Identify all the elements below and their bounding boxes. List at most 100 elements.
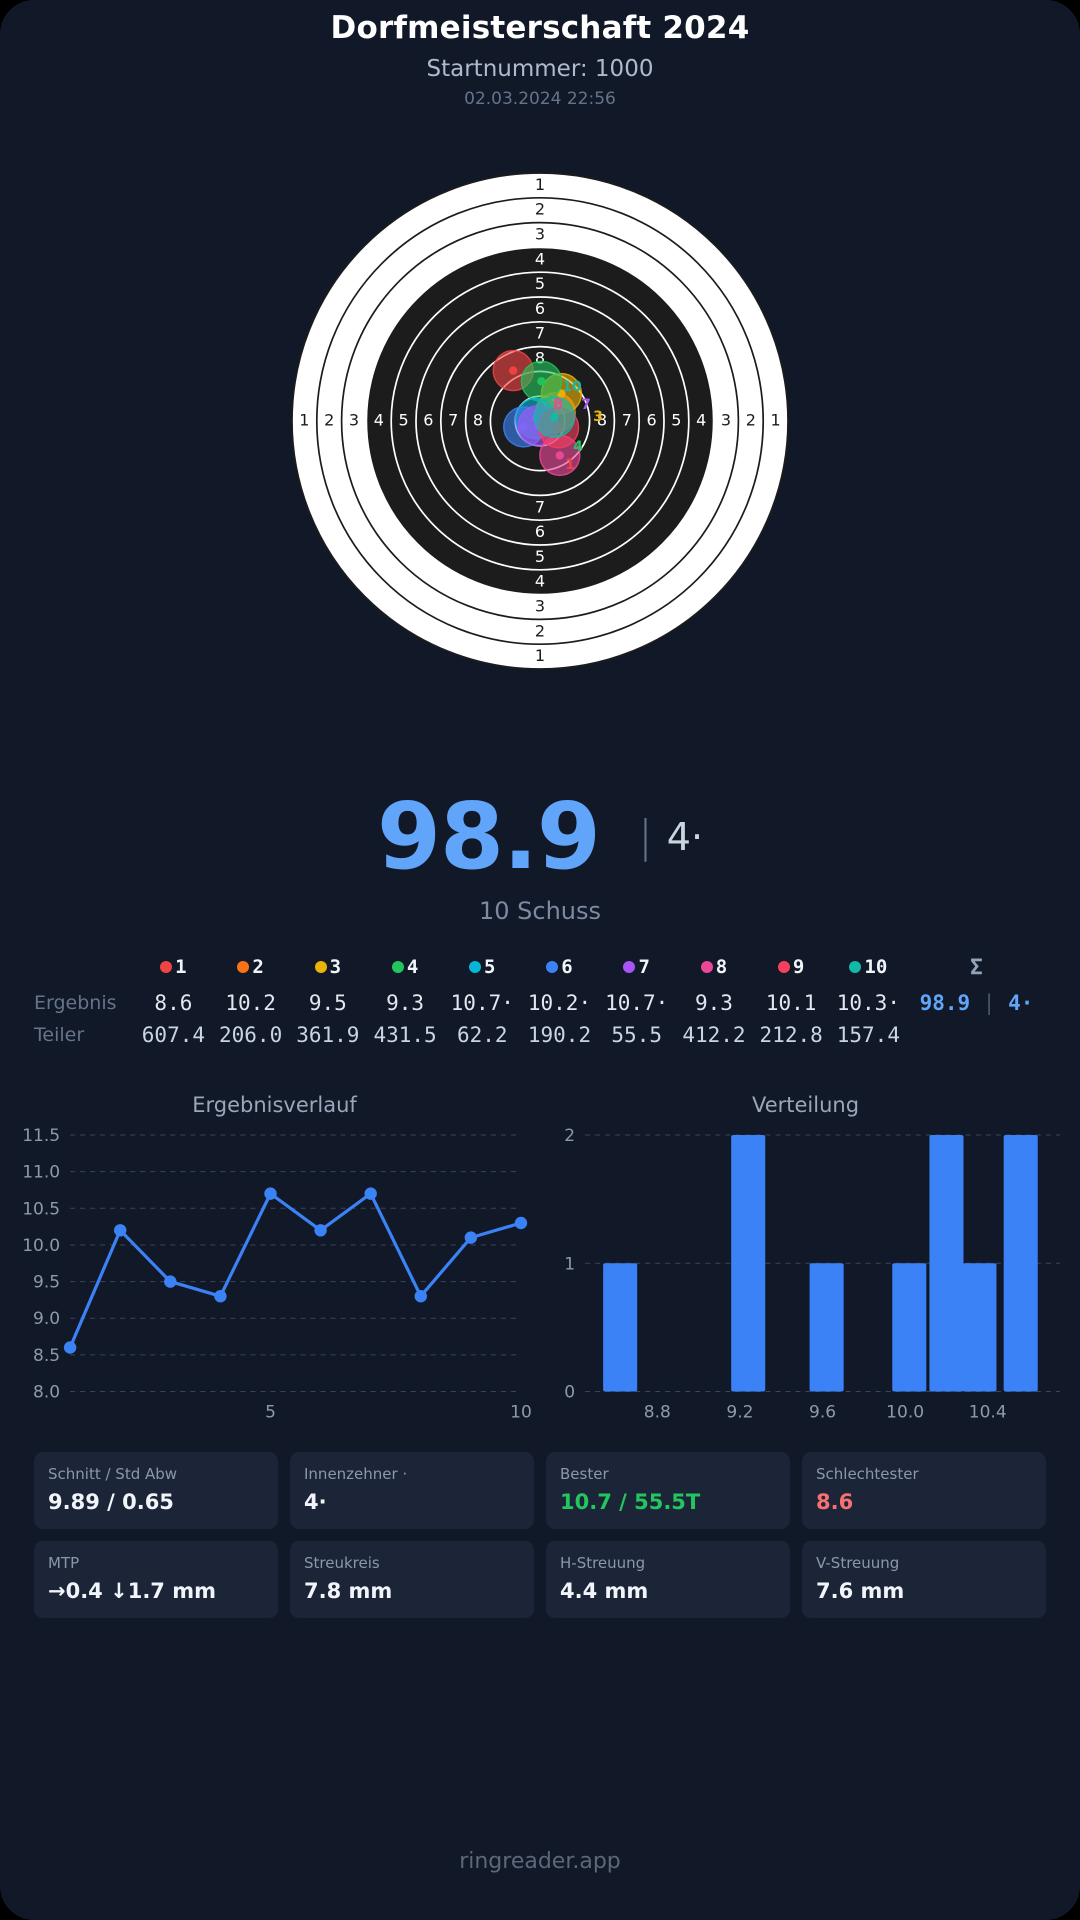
stat-label: V-Streuung xyxy=(816,1553,900,1572)
legend-shot-number: 6 xyxy=(561,956,573,978)
legend-dot-icon xyxy=(777,961,790,973)
svg-text:4: 4 xyxy=(696,411,706,430)
svg-text:4: 4 xyxy=(573,439,583,455)
svg-text:7: 7 xyxy=(622,411,632,430)
teiler-value: 412.2 xyxy=(682,1023,746,1047)
legend-shot-number: 4 xyxy=(406,956,419,978)
ergebnis-value: 9.3 xyxy=(694,991,733,1015)
ergebnis-value: 10.1 xyxy=(765,991,817,1015)
stat-card: Innenzehner · 4· xyxy=(290,1451,534,1529)
svg-text:3: 3 xyxy=(593,409,603,425)
svg-text:5: 5 xyxy=(671,411,681,430)
svg-text:8: 8 xyxy=(535,349,545,368)
shot-count-label: 10 Schuss xyxy=(478,897,602,925)
svg-text:1: 1 xyxy=(565,457,575,473)
chart-ergebnisverlauf: Ergebnisverlauf 8.0 8.5 9.0 9.5 10.0 10.5 11.0… xyxy=(14,1093,535,1426)
target-shot-numbers: 10 8 734 1 xyxy=(553,379,603,473)
shot-legend-7: 7 xyxy=(598,951,675,987)
stat-label: H-Streuung xyxy=(560,1553,646,1572)
svg-text:3: 3 xyxy=(721,411,731,430)
legend-dot-icon xyxy=(314,961,327,973)
stat-card: MTP →0.4 ↓1.7 mm xyxy=(34,1540,278,1618)
legend-shot-number: 8 xyxy=(715,956,728,978)
svg-text:1: 1 xyxy=(564,1254,575,1274)
svg-text:9.6: 9.6 xyxy=(809,1403,836,1423)
page-title: Dorfmeisterschaft 2024 xyxy=(330,10,750,46)
teiler-value: 607.4 xyxy=(141,1023,205,1047)
svg-text:3: 3 xyxy=(535,225,545,244)
teiler-value: 206.0 xyxy=(219,1023,283,1047)
row-label-ergebnis: Ergebnis xyxy=(34,992,117,1014)
svg-text:6: 6 xyxy=(647,411,657,430)
stat-card: Schnitt / Std Abw 9.89 / 0.65 xyxy=(34,1451,278,1529)
legend-dot-icon xyxy=(700,961,713,973)
teiler-value: 157.4 xyxy=(836,1023,900,1047)
stat-label: Streukreis xyxy=(304,1553,380,1572)
svg-text:10: 10 xyxy=(562,379,582,395)
teiler-value: 431.5 xyxy=(373,1023,437,1047)
svg-text:10.0: 10.0 xyxy=(22,1236,60,1256)
legend-shot-number: 7 xyxy=(638,956,650,978)
legend-dot-icon xyxy=(237,961,250,973)
table-row-teiler: Teiler 607.4 206.0 361.9 431.5 62.2 190.2 55.5… xyxy=(34,1019,1046,1051)
legend-dot-icon xyxy=(160,961,173,973)
svg-text:8.8: 8.8 xyxy=(644,1403,671,1423)
svg-text:5: 5 xyxy=(265,1403,276,1423)
chart-verteilung: Verteilung 0 1 2 8.8 9.2 9.6 10.0 10.4 xyxy=(545,1093,1066,1426)
svg-text:9.5: 9.5 xyxy=(33,1273,60,1293)
legend-shot-number: 10 xyxy=(864,956,888,978)
sum-teiler xyxy=(907,1019,1046,1051)
header: Dorfmeisterschaft 2024 Startnummer: 1000… xyxy=(0,0,1080,109)
svg-text:6: 6 xyxy=(423,411,433,430)
stat-card: V-Streuung 7.6 mm xyxy=(802,1540,1046,1618)
svg-text:6: 6 xyxy=(535,522,545,541)
bar-chart-svg: 0 1 2 8.8 9.2 9.6 10.0 10.4 xyxy=(564,1126,1060,1423)
legend-dot-icon xyxy=(849,961,862,973)
score-summary: 98.9 | 4· 10 Schuss xyxy=(0,791,1080,926)
svg-text:7: 7 xyxy=(448,411,458,430)
line-chart-svg: 8.0 8.5 9.0 9.5 10.0 10.5 11.0 11.5 5 10 xyxy=(22,1126,532,1423)
statistics-grid: Schnitt / Std Abw 9.89 / 0.65 Innenzehner … xyxy=(0,1451,1080,1618)
stat-value: 9.89 / 0.65 xyxy=(48,1489,174,1514)
score-separator: | xyxy=(637,811,653,862)
legend-corner xyxy=(34,951,135,987)
ergebnis-value: 10.7· xyxy=(450,991,514,1015)
teiler-value: 55.5 xyxy=(611,1023,662,1047)
svg-text:1: 1 xyxy=(299,411,309,430)
row-label-teiler: Teiler xyxy=(34,1024,85,1046)
shot-legend-row: 1 2 3 4 5 6 7 8 9 10 Σ xyxy=(34,951,1046,987)
legend-dot-icon xyxy=(391,961,404,973)
svg-text:8: 8 xyxy=(553,397,563,413)
legend-dot-icon xyxy=(469,961,482,973)
legend-shot-number: 9 xyxy=(792,956,805,978)
target-shot-holes xyxy=(492,349,583,477)
stat-label: Schlechtester xyxy=(816,1464,919,1483)
stat-value: 10.7 / 55.5T xyxy=(560,1489,701,1514)
shot-legend-5: 5 xyxy=(444,951,521,987)
legend-dot-icon xyxy=(546,961,559,973)
shot-legend-1: 1 xyxy=(135,951,212,987)
ergebnis-value: 10.3· xyxy=(836,991,900,1015)
svg-text:1: 1 xyxy=(535,175,545,194)
legend-shot-number: 1 xyxy=(175,956,187,978)
svg-text:6: 6 xyxy=(535,299,545,318)
svg-text:10.0: 10.0 xyxy=(886,1403,924,1423)
svg-text:11.0: 11.0 xyxy=(22,1163,60,1183)
legend-shot-number: 3 xyxy=(329,956,342,978)
svg-text:1: 1 xyxy=(535,646,545,665)
svg-text:10: 10 xyxy=(510,1403,532,1423)
shot-legend-9: 9 xyxy=(753,951,830,987)
svg-text:9.2: 9.2 xyxy=(726,1403,753,1423)
legend-dot-icon xyxy=(623,961,636,973)
chart-title-ergebnisverlauf: Ergebnisverlauf xyxy=(192,1093,357,1117)
svg-text:2: 2 xyxy=(535,621,545,640)
start-number: Startnummer: 1000 xyxy=(426,56,654,82)
ergebnis-value: 9.3 xyxy=(386,991,425,1015)
svg-text:2: 2 xyxy=(324,411,334,430)
stat-label: Innenzehner · xyxy=(304,1464,408,1483)
ergebnis-value: 10.2 xyxy=(225,991,276,1015)
ergebnis-value: 10.2· xyxy=(527,991,592,1015)
stat-card: H-Streuung 4.4 mm xyxy=(546,1540,790,1618)
shot-legend-10: 10 xyxy=(830,951,907,987)
